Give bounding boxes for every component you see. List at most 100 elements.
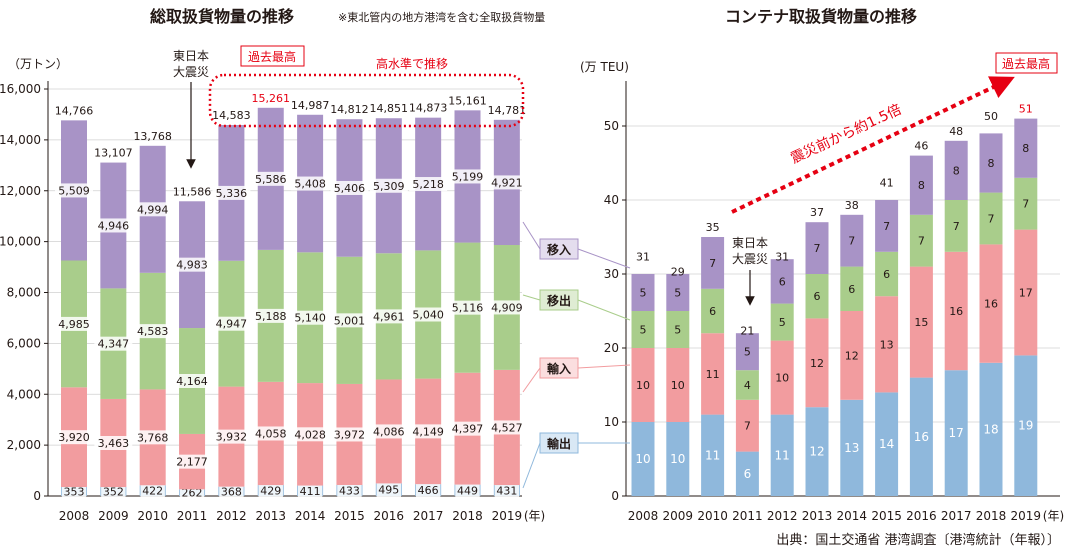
legend-export-swatch bbox=[539, 432, 579, 454]
high-level-annotation: 高水準で推移 bbox=[208, 56, 525, 128]
left-record-high-box: 過去最高 bbox=[240, 45, 305, 67]
data-label-export-2016: 495 bbox=[378, 484, 399, 497]
data-label-transfer_out-2017: 7 bbox=[953, 220, 960, 233]
total-label-2012: 14,583 bbox=[212, 109, 251, 122]
legend-import-swatch bbox=[539, 357, 579, 379]
x-tick-label-2019: 2019 bbox=[492, 509, 523, 523]
y-tick-label: 4,000 bbox=[7, 387, 41, 401]
data-label-export-2015: 433 bbox=[339, 484, 360, 497]
bar-transfer_out-2018 bbox=[979, 192, 1003, 245]
bar-import-2019 bbox=[1014, 229, 1038, 356]
total-label-2011: 11,586 bbox=[173, 185, 212, 198]
y-tick-label: 50 bbox=[604, 119, 619, 133]
data-label-import-2009: 3,463 bbox=[98, 437, 130, 450]
data-label-export-2011: 6 bbox=[744, 467, 752, 481]
total-label-2010: 13,768 bbox=[133, 130, 172, 143]
y-tick-label: 0 bbox=[611, 489, 619, 503]
data-label-backing bbox=[448, 421, 487, 436]
data-label-export-2009: 352 bbox=[103, 486, 124, 499]
data-label-import-2015: 13 bbox=[880, 338, 894, 351]
y-tick-label: 10 bbox=[604, 415, 619, 429]
x-tick-label-2009: 2009 bbox=[663, 509, 694, 523]
data-label-backing bbox=[251, 426, 290, 441]
bar-transfer_out-2008 bbox=[631, 311, 655, 348]
left-chart-title: 総取扱貨物量の推移 bbox=[150, 7, 294, 26]
data-label-backing bbox=[55, 183, 93, 198]
data-label-transfer_in-2019: 4,921 bbox=[491, 176, 523, 189]
x-tick-label-2018: 2018 bbox=[976, 509, 1007, 523]
data-label-export-2010: 422 bbox=[142, 485, 163, 498]
total-label-2008: 31 bbox=[636, 251, 650, 264]
data-label-backing bbox=[94, 336, 133, 351]
legend-export-label: 輸出 bbox=[547, 436, 571, 451]
bar-transfer_in-2014 bbox=[840, 214, 864, 267]
bar-transfer_in-2018 bbox=[979, 133, 1003, 193]
data-label-transfer_out-2009: 4,347 bbox=[98, 338, 130, 351]
data-label-transfer_out-2013: 6 bbox=[814, 290, 821, 303]
legend-import-label: 輸入 bbox=[547, 361, 571, 376]
bar-transfer_out-2009 bbox=[666, 311, 690, 348]
data-label-export-2014: 411 bbox=[300, 485, 321, 498]
data-label-backing bbox=[415, 483, 441, 498]
total-label-2019: 14,781 bbox=[488, 104, 527, 117]
bar-transfer_in-2015 bbox=[875, 200, 899, 252]
data-label-transfer_out-2010: 6 bbox=[709, 305, 716, 318]
data-label-transfer_in-2014: 5,408 bbox=[294, 178, 326, 191]
bar-transfer_out-2016 bbox=[909, 214, 933, 267]
bar-transfer_in-2008 bbox=[631, 274, 655, 311]
high-level-label: 高水準で推移 bbox=[376, 56, 448, 71]
data-label-backing bbox=[173, 373, 212, 388]
bar-transfer_out-2010 bbox=[701, 288, 725, 334]
x-tick-label-2016: 2016 bbox=[374, 509, 405, 523]
data-label-export-2016: 16 bbox=[914, 430, 929, 444]
source-note: 出典：国土交通省 港湾調査〔港湾統計（年報）〕 bbox=[776, 532, 1060, 548]
data-label-import-2010: 3,768 bbox=[137, 431, 169, 444]
data-label-transfer_in-2010: 4,994 bbox=[137, 203, 169, 216]
bar-transfer_in-2013 bbox=[805, 222, 829, 274]
total-label-2018: 50 bbox=[984, 110, 998, 123]
data-label-transfer_in-2010: 7 bbox=[709, 257, 716, 270]
right-earthquake-annotation: 東日本 大震災 bbox=[732, 236, 768, 306]
bar-transfer_out-2015 bbox=[875, 251, 899, 297]
data-label-transfer_out-2018: 5,116 bbox=[452, 302, 484, 315]
data-label-import-2019: 17 bbox=[1019, 287, 1033, 300]
data-label-transfer_in-2018: 5,199 bbox=[452, 170, 484, 183]
right-chart: 0 10 20 30 40 50 10 10 5 5 31 2008 10 10 5 5 29 2009 11 11 6… bbox=[604, 81, 1064, 523]
data-label-backing bbox=[487, 175, 526, 190]
x-axis-year-suffix: (年) bbox=[524, 509, 545, 523]
data-label-transfer_out-2014: 6 bbox=[848, 283, 855, 296]
x-tick-label-2014: 2014 bbox=[295, 509, 326, 523]
bar-export-2014 bbox=[840, 399, 864, 496]
total-label-2016: 46 bbox=[914, 140, 928, 153]
data-label-export-2019: 19 bbox=[1018, 419, 1033, 433]
left-chart-subtitle: ※東北管内の地方港湾を含む全取扱貨物量 bbox=[338, 10, 545, 24]
total-label-2018: 15,161 bbox=[448, 94, 487, 107]
data-label-transfer_in-2018: 8 bbox=[988, 157, 995, 170]
data-label-import-2015: 3,972 bbox=[334, 428, 366, 441]
bar-transfer_in-2009 bbox=[666, 274, 690, 311]
data-label-backing bbox=[455, 483, 480, 498]
data-label-backing bbox=[291, 427, 330, 442]
total-label-2009: 13,107 bbox=[94, 147, 133, 160]
left-y-unit: （万トン） bbox=[8, 57, 68, 71]
legend-export: 輸出 bbox=[522, 432, 630, 489]
data-label-export-2009: 10 bbox=[670, 452, 685, 466]
left-earthquake-line1: 東日本 bbox=[173, 49, 209, 63]
data-label-transfer_in-2013: 7 bbox=[814, 242, 821, 255]
bar-import-2014 bbox=[840, 311, 864, 400]
right-y-unit: (万 TEU) bbox=[580, 60, 629, 74]
x-tick-label-2012: 2012 bbox=[767, 509, 798, 523]
data-label-transfer_out-2015: 6 bbox=[883, 268, 890, 281]
y-tick-label: 20 bbox=[604, 341, 619, 355]
data-label-import-2019: 4,527 bbox=[491, 421, 523, 434]
right-record-high-box: 過去最高 bbox=[995, 52, 1058, 74]
total-label-2017: 14,873 bbox=[409, 102, 448, 115]
data-label-backing bbox=[409, 177, 448, 192]
data-label-backing bbox=[173, 257, 212, 272]
data-label-transfer_out-2009: 5 bbox=[674, 324, 681, 337]
bar-export-2017 bbox=[944, 370, 968, 496]
total-label-2010: 35 bbox=[706, 221, 720, 234]
data-label-backing bbox=[330, 180, 369, 195]
data-label-transfer_in-2011: 5 bbox=[744, 346, 751, 359]
x-tick-label-2016: 2016 bbox=[906, 509, 937, 523]
